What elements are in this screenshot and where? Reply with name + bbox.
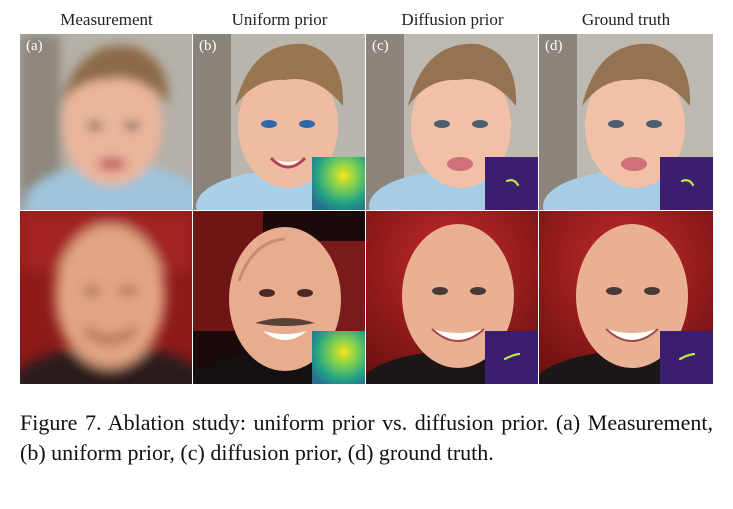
panel-label: (b) [199, 38, 217, 54]
kernel-inset-diffusion [485, 331, 538, 384]
panel-man-diffusion-prior [366, 211, 538, 384]
kernel-inset-ground-truth [660, 157, 713, 210]
panel-label: (a) [26, 38, 43, 54]
column-header-diffusion-prior: Diffusion prior [401, 10, 504, 29]
column-header-measurement: Measurement [60, 10, 153, 29]
panel-man-measurement [20, 211, 192, 384]
panel-toddler-measurement: (a) [20, 34, 192, 210]
panel-toddler-diffusion-prior: (c) [366, 34, 538, 210]
panel-label: (d) [545, 38, 563, 54]
kernel-inset-ground-truth [660, 331, 713, 384]
panel-man-ground-truth [539, 211, 713, 384]
kernel-inset-diffusion [485, 157, 538, 210]
figure-caption: Figure 7. Ablation study: uniform prior … [20, 410, 713, 465]
panel-man-uniform-prior [193, 211, 365, 384]
kernel-inset-uniform [312, 157, 365, 210]
panel-toddler-ground-truth: (d) [539, 34, 713, 210]
panel-toddler-uniform-prior: (b) [193, 34, 365, 210]
column-header-ground-truth: Ground truth [581, 10, 671, 29]
figure: Measurement Uniform prior Diffusion prio… [20, 6, 713, 384]
column-header-uniform-prior: Uniform prior [231, 10, 328, 29]
panel-label: (c) [372, 38, 389, 54]
kernel-inset-uniform [312, 331, 365, 384]
